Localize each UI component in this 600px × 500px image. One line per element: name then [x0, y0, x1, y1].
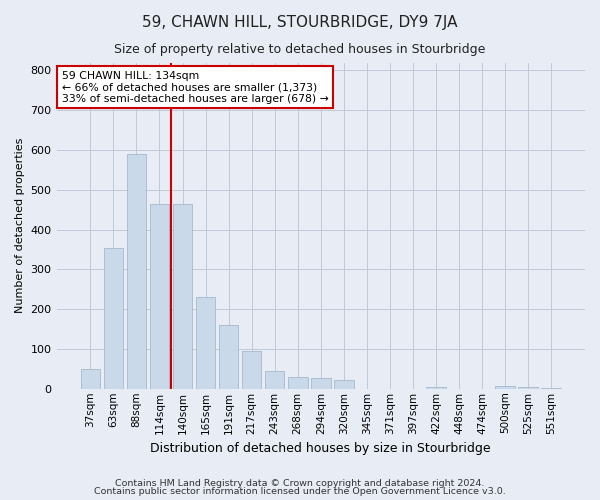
Text: Contains HM Land Registry data © Crown copyright and database right 2024.: Contains HM Land Registry data © Crown c…	[115, 478, 485, 488]
Bar	[311, 378, 331, 389]
Bar	[541, 388, 561, 389]
Bar	[288, 377, 308, 389]
Text: 59, CHAWN HILL, STOURBRIDGE, DY9 7JA: 59, CHAWN HILL, STOURBRIDGE, DY9 7JA	[142, 15, 458, 30]
X-axis label: Distribution of detached houses by size in Stourbridge: Distribution of detached houses by size …	[151, 442, 491, 455]
Bar	[496, 386, 515, 389]
Text: Size of property relative to detached houses in Stourbridge: Size of property relative to detached ho…	[115, 42, 485, 56]
Bar	[127, 154, 146, 389]
Bar	[334, 380, 353, 389]
Bar	[80, 369, 100, 389]
Bar	[219, 325, 238, 389]
Bar	[265, 371, 284, 389]
Text: Contains public sector information licensed under the Open Government Licence v3: Contains public sector information licen…	[94, 487, 506, 496]
Bar	[242, 351, 262, 389]
Bar	[518, 387, 538, 389]
Bar	[173, 204, 193, 389]
Bar	[426, 387, 446, 389]
Text: 59 CHAWN HILL: 134sqm
← 66% of detached houses are smaller (1,373)
33% of semi-d: 59 CHAWN HILL: 134sqm ← 66% of detached …	[62, 70, 329, 104]
Bar	[104, 248, 123, 389]
Bar	[196, 298, 215, 389]
Y-axis label: Number of detached properties: Number of detached properties	[15, 138, 25, 314]
Bar	[149, 204, 169, 389]
